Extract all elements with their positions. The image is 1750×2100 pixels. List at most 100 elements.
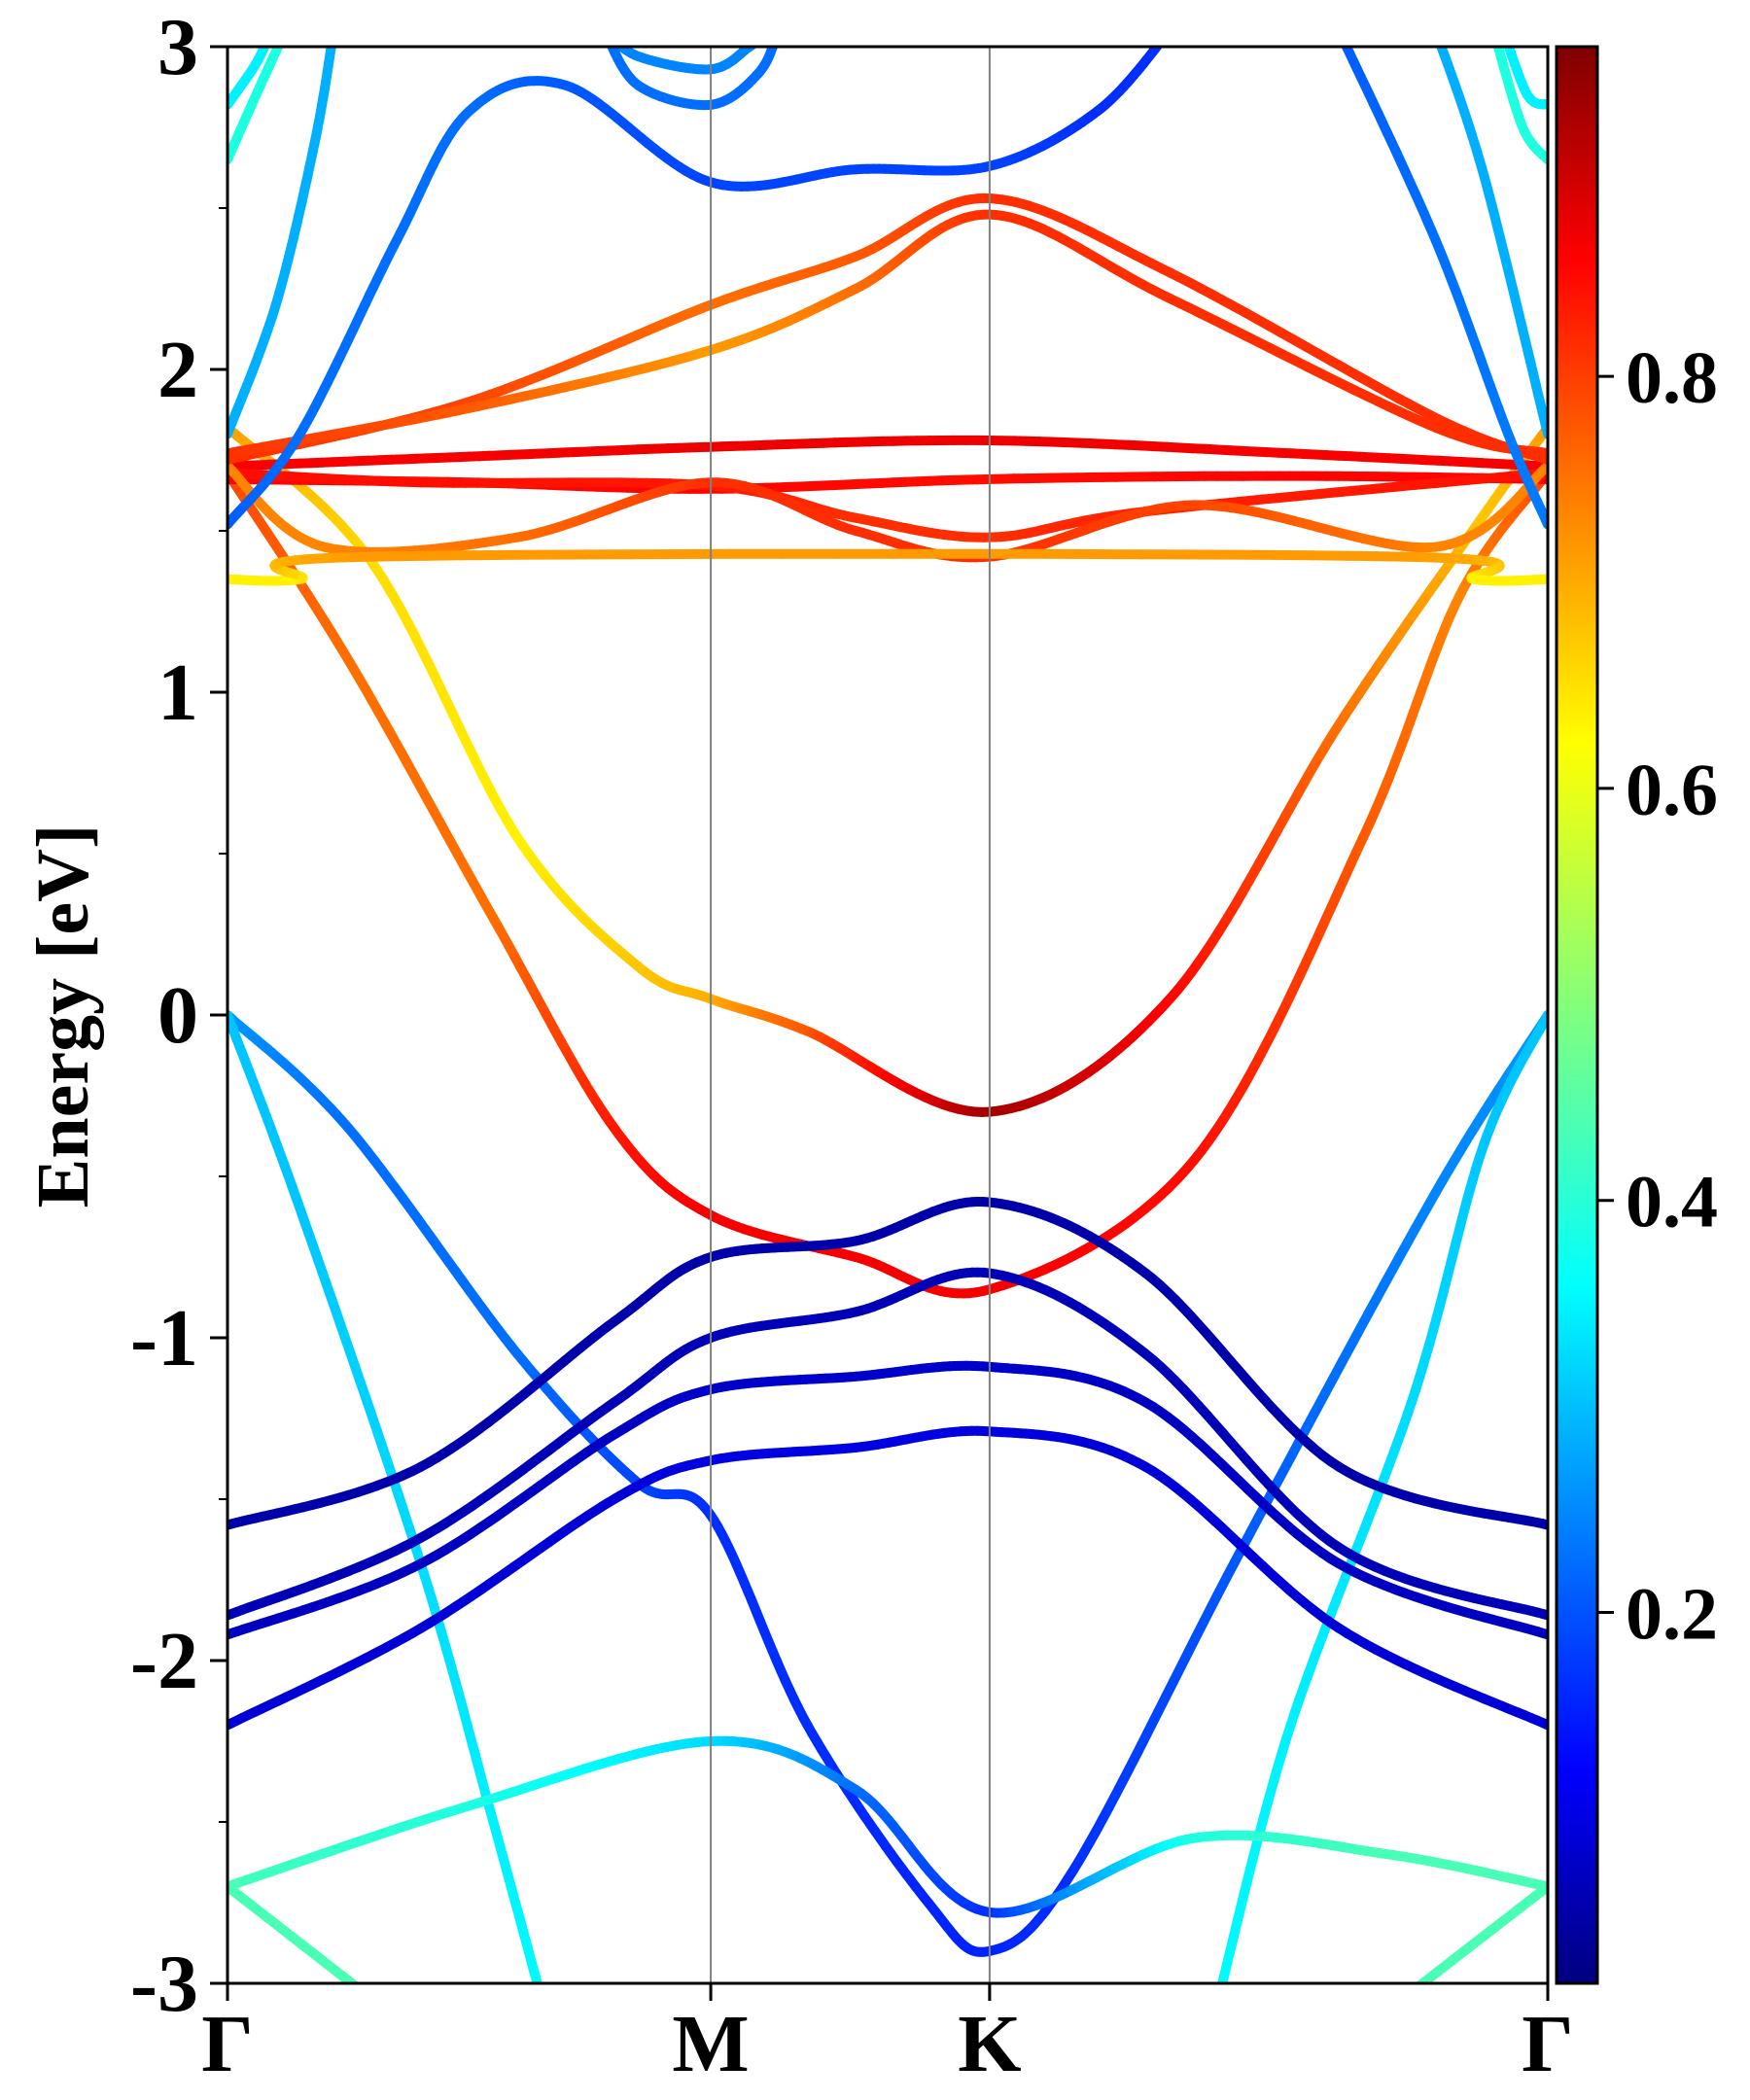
- band-segment: [776, 35, 777, 37]
- band-segment: [775, 40, 776, 42]
- band-segment: [1504, 47, 1512, 49]
- band-segment: [614, 40, 615, 41]
- band-segment: [760, 37, 761, 38]
- band-segment: [1169, 30, 1171, 32]
- colorbar-tick-label: 0.2: [1626, 1574, 1718, 1656]
- colorbar-ticks: 0.2 0.4 0.6 0.8: [1597, 337, 1718, 1656]
- band-segment: [1342, 35, 1345, 41]
- band-segment: [762, 36, 763, 37]
- y-tick-label: -1: [130, 1293, 198, 1383]
- band-segment: [369, 1997, 373, 2000]
- band-segment: [777, 33, 778, 34]
- band-segment: [1505, 36, 1506, 38]
- band-upper-teal-4: [1492, 30, 1548, 165]
- band-segment: [611, 37, 612, 38]
- band-segment: [761, 37, 762, 38]
- band-upper-blue-1: [228, 30, 1171, 530]
- y-tick-label: -3: [130, 1939, 198, 2029]
- x-tick-label: M: [672, 1999, 749, 2089]
- band-segment: [605, 30, 606, 31]
- band-top-arc-1: [605, 30, 767, 75]
- band-segment: [749, 47, 758, 50]
- plot-frame: [226, 45, 1550, 1985]
- band-segment: [756, 41, 757, 42]
- band-band-6: [228, 209, 1548, 459]
- band-segment: [284, 32, 285, 34]
- band-segment: [1415, 1980, 1424, 1983]
- band-navy-band-2: [228, 1267, 1548, 1621]
- band-conduction-band-1: [228, 468, 1548, 1299]
- band-segment: [613, 47, 625, 51]
- band-segment: [1402, 1997, 1406, 2000]
- band-segment: [778, 30, 779, 31]
- band-upper-cyan-2: [1436, 34, 1548, 439]
- band-valence-steep: [228, 1010, 542, 2000]
- band-segment: [1505, 34, 1506, 36]
- band-flat-band-yellow: [228, 548, 1548, 586]
- band-segment: [268, 36, 269, 37]
- colorbar-tick-label: 0.6: [1626, 750, 1718, 831]
- colorbar-tick-label: 0.8: [1626, 337, 1718, 419]
- band-segment: [1436, 47, 1446, 51]
- band-segment: [1493, 30, 1494, 32]
- band-low-band-1: [228, 1735, 1548, 1918]
- band-segment: [1503, 30, 1504, 32]
- band-segment: [606, 33, 607, 35]
- band-segment: [1165, 35, 1167, 38]
- band-segment: [765, 33, 766, 34]
- band-segment: [610, 36, 611, 37]
- band-navy-band-4: [228, 1425, 1548, 1731]
- x-tick-label: Γ: [1522, 1999, 1573, 2089]
- band-segment: [365, 1994, 368, 1997]
- y-tick-label: -2: [130, 1616, 198, 1706]
- band-segment: [1339, 30, 1341, 35]
- y-tick-label: 1: [158, 648, 198, 738]
- x-tick-label: K: [958, 1999, 1021, 2089]
- y-axis-label: Energy [eV]: [22, 824, 104, 1208]
- band-segment: [606, 31, 607, 32]
- band-upper-blue-2: [1339, 30, 1548, 530]
- band-segment: [1495, 35, 1496, 38]
- band-segment: [606, 32, 607, 34]
- band-segment: [268, 35, 269, 36]
- band-segment: [758, 40, 759, 41]
- band-flat-band-1: [228, 435, 1548, 472]
- band-segment: [1152, 47, 1164, 51]
- band-segment: [361, 1990, 366, 1994]
- band-segment: [608, 37, 609, 39]
- band-segment: [266, 40, 267, 41]
- band-segment: [1218, 1993, 1220, 1999]
- band-segment: [333, 30, 334, 33]
- band-upper-cyan-1: [228, 30, 336, 439]
- band-segment: [763, 35, 764, 36]
- band-segment: [764, 35, 765, 36]
- band-segment: [606, 32, 607, 33]
- band-segment: [613, 39, 614, 40]
- band-segment: [775, 38, 776, 40]
- band-segment: [540, 1991, 541, 1996]
- band-segment: [267, 39, 268, 40]
- band-segment: [766, 32, 767, 33]
- band-segment: [1504, 32, 1505, 34]
- band-segment: [613, 47, 620, 48]
- band-segment: [777, 34, 778, 35]
- band-segment: [534, 1981, 542, 1983]
- band-segment: [281, 39, 282, 42]
- band-conduction-band-2: [228, 422, 1548, 1117]
- band-upper-teal-1: [228, 35, 270, 110]
- band-segment: [1163, 37, 1165, 40]
- y-tick-label: 0: [158, 970, 198, 1061]
- band-segment: [613, 47, 622, 50]
- band-segment: [776, 37, 777, 39]
- band-segment: [607, 33, 608, 34]
- band-segment: [541, 1996, 542, 2000]
- band-segment: [274, 47, 284, 50]
- band-segment: [607, 47, 614, 49]
- band-segment: [1437, 34, 1438, 38]
- band-segment: [764, 34, 765, 35]
- colorbar: [1555, 45, 1599, 1985]
- band-segment: [261, 47, 270, 50]
- band-segment: [1438, 37, 1439, 41]
